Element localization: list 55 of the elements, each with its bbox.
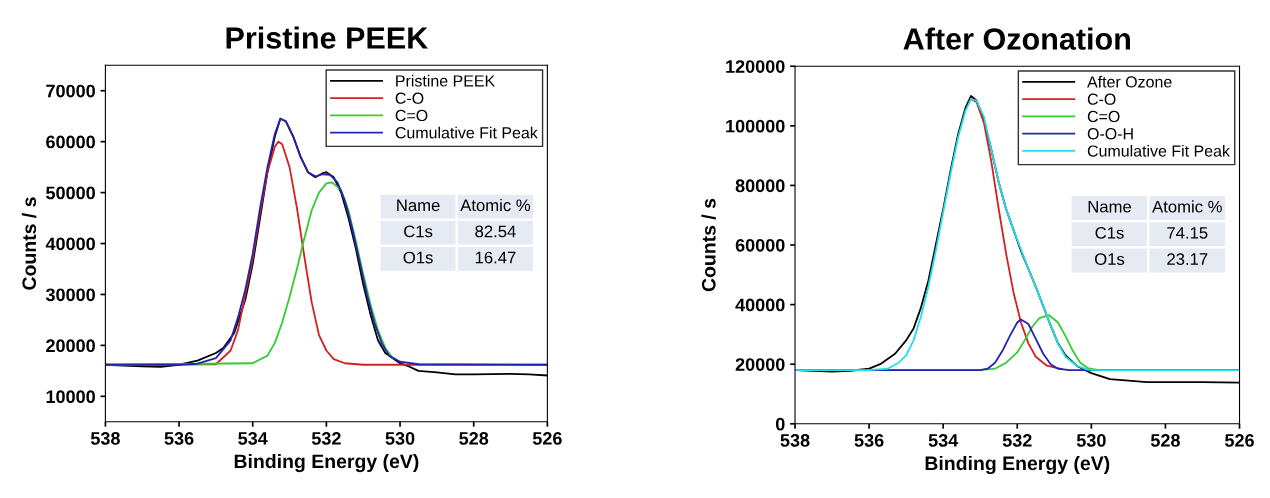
legend-label: After Ozone	[1087, 75, 1172, 88]
annotation: 16.47	[475, 251, 516, 264]
y-tick-label: 120000	[726, 60, 785, 73]
x-tick-label: 534	[928, 434, 959, 447]
y-tick-label: 80000	[735, 179, 785, 193]
annotation: 23.17	[1167, 253, 1208, 265]
x-tick-label: 530	[385, 432, 415, 445]
legend-label: Pristine PEEK	[396, 74, 496, 87]
chart-title: Pristine PEEK	[226, 26, 428, 49]
x-tick-label: 538	[90, 432, 120, 445]
legend-label: O-O-H	[1087, 128, 1133, 140]
y-tick-label: 60000	[46, 135, 95, 149]
x-tick-label: 536	[854, 434, 884, 447]
x-tick-label: 526	[532, 432, 562, 445]
annotation: Atomic %	[460, 198, 531, 212]
y-tick-label: 0	[775, 417, 785, 431]
y-tick-label: 100000	[726, 119, 785, 133]
x-tick-label: 526	[1225, 434, 1254, 447]
annotation: Name	[1088, 200, 1131, 213]
y-tick-label: 20000	[735, 358, 785, 371]
x-axis-title: Binding Energy (eV)	[925, 455, 1110, 475]
annotation: Name	[397, 199, 440, 212]
annotation: C1s	[404, 225, 433, 238]
annotation: O1s	[1095, 253, 1125, 265]
y-tick-label: 40000	[735, 298, 785, 312]
x-tick-label: 530	[1076, 434, 1106, 447]
y-tick-label: 50000	[46, 186, 95, 200]
legend-label: C=O	[395, 109, 428, 122]
x-tick-label: 528	[459, 432, 489, 445]
annotation: 82.54	[475, 225, 516, 238]
annotation: 74.15	[1167, 227, 1208, 239]
annotation: C1s	[1095, 226, 1124, 239]
legend-label: C-O	[395, 92, 424, 104]
y-tick-label: 20000	[46, 339, 95, 353]
annotation: Atomic %	[1152, 200, 1222, 213]
y-tick-label: 60000	[735, 238, 785, 252]
y-tick-label: 70000	[46, 84, 95, 98]
x-tick-label: 532	[311, 432, 341, 445]
y-tick-label: 10000	[46, 390, 95, 404]
legend-label: C=O	[1087, 110, 1120, 123]
chart-title: After Ozonation	[903, 27, 1130, 50]
legend-label: C-O	[1087, 93, 1116, 105]
y-axis-title: Counts / s	[701, 198, 716, 292]
y-tick-label: 30000	[45, 288, 95, 302]
x-tick-label: 538	[780, 434, 810, 447]
x-tick-label: 534	[238, 432, 268, 445]
legend-label: Cumulative Fit Peak	[395, 126, 538, 139]
x-tick-label: 536	[164, 432, 194, 445]
x-axis-title: Binding Energy (eV)	[234, 453, 419, 473]
y-tick-label: 40000	[45, 237, 95, 251]
annotation: O1s	[403, 251, 433, 264]
legend-label: Cumulative Fit Peak	[1087, 144, 1230, 157]
x-tick-label: 528	[1150, 434, 1180, 447]
x-tick-label: 532	[1002, 434, 1032, 447]
y-axis-title: Counts / s	[21, 197, 37, 290]
